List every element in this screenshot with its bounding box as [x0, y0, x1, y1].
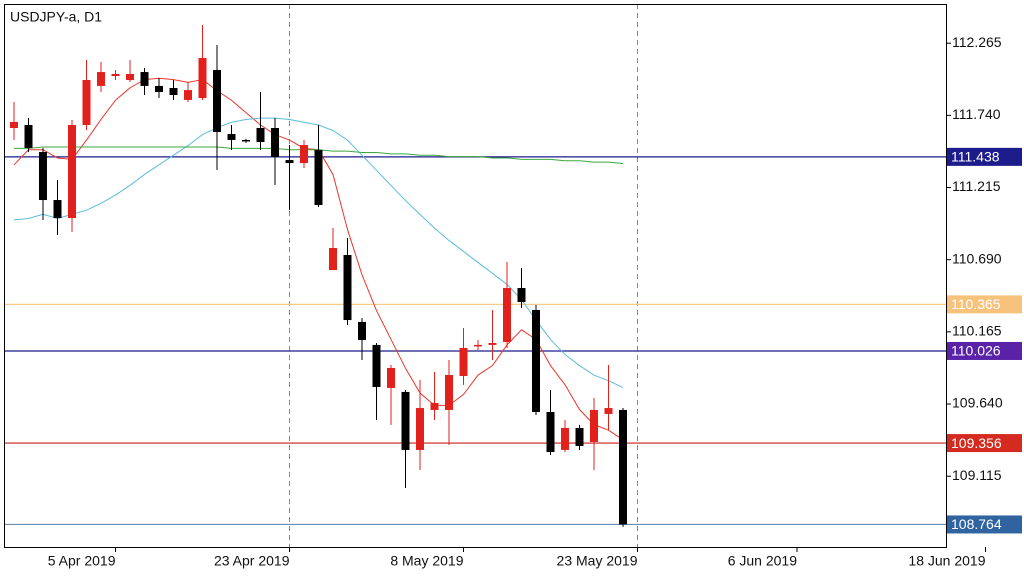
level-label: 109.356 [951, 435, 1002, 451]
candle-body [619, 409, 627, 525]
candle-body [372, 344, 381, 387]
candle-body [271, 127, 279, 158]
candle-body [68, 124, 76, 219]
candle-body [474, 344, 482, 347]
candle-body [430, 402, 439, 410]
y-tick-label: 109.115 [952, 467, 1002, 483]
candle-body [416, 408, 424, 450]
candle-body [358, 321, 366, 340]
plot-frame [4, 4, 947, 548]
level-box [947, 147, 1022, 166]
candle-body [39, 152, 47, 201]
y-tick-label: 111.740 [952, 106, 1001, 122]
candle-body [82, 80, 91, 125]
candle-body [532, 310, 540, 413]
candle-body [256, 127, 265, 143]
candle-body [213, 69, 221, 132]
x-tick-label: 6 Jun 2019 [728, 553, 797, 569]
x-tick-label: 23 Apr 2019 [214, 553, 290, 569]
candle-body [445, 375, 453, 410]
x-tick-label: 18 Jun 2019 [908, 553, 985, 569]
candle-body [401, 391, 410, 450]
candle-body [314, 149, 323, 205]
y-tick-label: 110.690 [952, 250, 1002, 266]
candle-body [111, 73, 120, 77]
level-box [947, 515, 1022, 534]
candle-body [343, 255, 352, 321]
level-box [947, 341, 1022, 360]
candle-body [459, 347, 468, 376]
x-tick-label: 23 May 2019 [557, 553, 638, 569]
candle-body [242, 139, 250, 142]
candle-body [300, 145, 308, 164]
candle-body [329, 248, 337, 271]
candle-body [140, 72, 149, 86]
candle-body [10, 121, 18, 128]
y-tick-label: 111.215 [952, 178, 1001, 194]
candle-body [97, 72, 105, 86]
candle-body [53, 200, 62, 219]
y-tick-label: 112.265 [952, 34, 1002, 50]
x-tick-label: 8 May 2019 [390, 553, 463, 569]
candle-body [126, 73, 134, 81]
candle-body [387, 368, 395, 388]
level-label: 108.764 [951, 516, 1002, 532]
candle-body [184, 90, 192, 100]
level-label: 110.026 [951, 343, 1001, 359]
candle-body [227, 134, 236, 140]
level-label: 111.438 [951, 149, 1000, 165]
candle-body [517, 288, 526, 303]
candle-body [604, 408, 613, 414]
candle-body [169, 87, 178, 96]
candle-body [590, 409, 598, 442]
candle-body [198, 58, 207, 99]
level-box [947, 434, 1022, 453]
plot [4, 25, 946, 527]
candle-body [24, 124, 33, 148]
candle-body [546, 412, 555, 453]
candle-body [575, 427, 584, 446]
y-tick-label: 109.640 [952, 395, 1003, 411]
candle-body [561, 427, 569, 450]
level-box [947, 295, 1022, 314]
candle-body [155, 85, 163, 92]
x-tick-label: 5 Apr 2019 [48, 553, 116, 569]
candle-body [503, 288, 511, 343]
y-tick-label: 110.165 [952, 323, 1002, 339]
chart-title: USDJPY-a, D1 [10, 9, 102, 25]
candle-body [285, 160, 294, 164]
level-label: 110.365 [951, 296, 1001, 312]
candle-body [488, 342, 497, 345]
